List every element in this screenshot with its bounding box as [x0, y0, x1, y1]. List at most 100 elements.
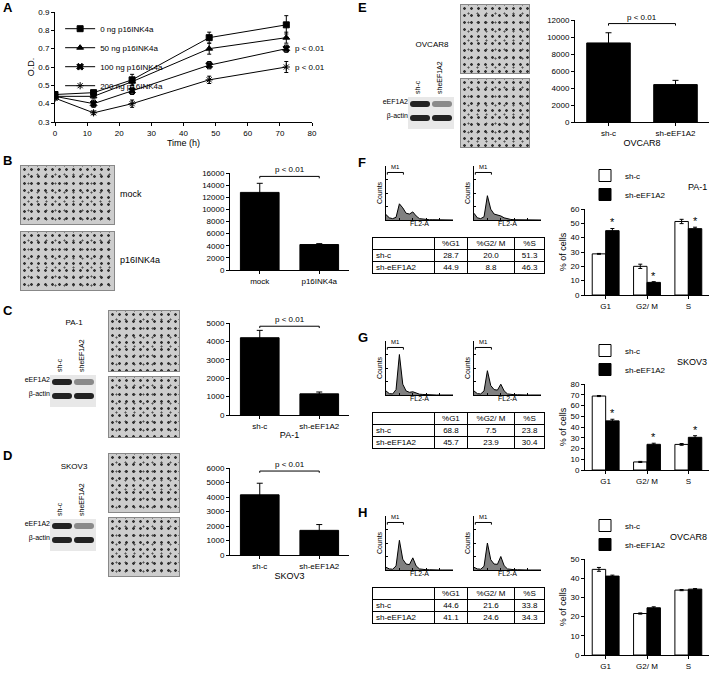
svg-text:G2/ M: G2/ M [636, 302, 658, 311]
svg-text:2000: 2000 [207, 522, 225, 531]
svg-text:50: 50 [570, 219, 579, 228]
svg-text:FL2-A: FL2-A [498, 220, 517, 227]
svg-text:p16INK4a: p16INK4a [301, 277, 337, 286]
svg-text:1000: 1000 [207, 536, 225, 545]
svg-text:M1: M1 [391, 164, 400, 170]
svg-text:% of cells: % of cells [558, 407, 568, 446]
svg-text:6000: 6000 [207, 464, 225, 473]
svg-text:sh-c: sh-c [252, 422, 267, 431]
svg-text:S: S [686, 302, 691, 311]
svg-text:40: 40 [179, 129, 188, 138]
svg-text:0: 0 [220, 551, 225, 560]
svg-text:% of cells: % of cells [558, 232, 568, 271]
svg-text:p < 0.01: p < 0.01 [295, 63, 325, 72]
svg-text:*: * [693, 424, 698, 436]
svg-text:SKOV3: SKOV3 [677, 357, 707, 367]
svg-text:0: 0 [575, 466, 580, 475]
svg-text:4000: 4000 [207, 493, 225, 502]
svg-text:0: 0 [575, 651, 580, 660]
svg-text:p < 0.01: p < 0.01 [275, 315, 305, 324]
svg-text:0: 0 [575, 291, 580, 300]
svg-text:8000: 8000 [207, 217, 225, 226]
svg-text:G2/ M: G2/ M [636, 477, 658, 486]
svg-text:Counts: Counts [376, 356, 383, 379]
svg-text:40: 40 [570, 233, 579, 242]
svg-text:10: 10 [570, 455, 579, 464]
svg-text:M1: M1 [391, 339, 400, 345]
svg-text:0.6: 0.6 [38, 63, 50, 72]
svg-text:G1: G1 [600, 477, 611, 486]
svg-text:0: 0 [220, 266, 225, 275]
svg-text:50: 50 [570, 412, 579, 421]
svg-text:p < 0.01: p < 0.01 [275, 460, 305, 469]
svg-text:FL2-A: FL2-A [410, 395, 429, 402]
svg-text:10: 10 [570, 632, 579, 641]
svg-text:30: 30 [570, 248, 579, 257]
svg-text:200 ng p16INK4a: 200 ng p16INK4a [100, 82, 163, 91]
svg-text:*: * [610, 407, 615, 419]
svg-text:1000: 1000 [207, 392, 225, 401]
svg-text:100 ng p16INK4a: 100 ng p16INK4a [100, 63, 163, 72]
svg-text:Counts: Counts [464, 181, 471, 204]
svg-text:Counts: Counts [464, 531, 471, 554]
svg-text:p < 0.01: p < 0.01 [627, 13, 657, 22]
svg-text:12000: 12000 [202, 193, 225, 202]
svg-text:0.3: 0.3 [38, 118, 50, 127]
svg-text:10: 10 [83, 129, 92, 138]
svg-text:p < 0.01: p < 0.01 [295, 44, 325, 53]
svg-text:50: 50 [570, 555, 579, 564]
svg-text:FL2-A: FL2-A [498, 395, 517, 402]
svg-text:0: 0 [565, 118, 570, 127]
svg-text:12000: 12000 [547, 16, 570, 25]
svg-text:10000: 10000 [547, 33, 570, 42]
svg-text:60: 60 [243, 129, 252, 138]
svg-text:50: 50 [211, 129, 220, 138]
svg-text:70: 70 [275, 129, 284, 138]
svg-text:40: 40 [570, 574, 579, 583]
svg-text:5000: 5000 [207, 319, 225, 328]
svg-text:80: 80 [308, 129, 317, 138]
svg-text:S: S [686, 662, 691, 671]
svg-text:0.7: 0.7 [38, 44, 50, 53]
svg-text:PA-1: PA-1 [688, 182, 707, 192]
svg-text:sh-eEF1A2: sh-eEF1A2 [299, 562, 340, 571]
svg-text:sh-c: sh-c [601, 129, 616, 138]
svg-text:sh-eEF1A2: sh-eEF1A2 [299, 422, 340, 431]
svg-text:OVCAR8: OVCAR8 [623, 138, 660, 148]
svg-text:mock: mock [250, 277, 270, 286]
svg-text:16000: 16000 [202, 169, 225, 178]
svg-text:60: 60 [570, 401, 579, 410]
svg-text:4000: 4000 [207, 242, 225, 251]
svg-text:20: 20 [570, 612, 579, 621]
svg-text:6000: 6000 [552, 67, 570, 76]
svg-text:4000: 4000 [552, 84, 570, 93]
svg-text:Time (h): Time (h) [167, 138, 200, 148]
svg-text:8000: 8000 [552, 50, 570, 59]
svg-text:3000: 3000 [207, 356, 225, 365]
svg-text:Counts: Counts [376, 181, 383, 204]
svg-text:M1: M1 [479, 164, 488, 170]
svg-text:sh-c: sh-c [252, 562, 267, 571]
svg-text:G1: G1 [600, 302, 611, 311]
svg-text:30: 30 [570, 434, 579, 443]
svg-text:14000: 14000 [202, 181, 225, 190]
svg-text:OVCAR8: OVCAR8 [670, 532, 707, 542]
svg-text:*: * [651, 270, 656, 282]
svg-text:10: 10 [570, 276, 579, 285]
svg-text:sh-eEF1A2: sh-eEF1A2 [625, 191, 666, 200]
svg-text:4000: 4000 [207, 337, 225, 346]
svg-text:G1: G1 [600, 662, 611, 671]
svg-text:3000: 3000 [207, 507, 225, 516]
svg-text:50 ng p16INK4a: 50 ng p16INK4a [100, 44, 158, 53]
svg-text:sh-eEF1A2: sh-eEF1A2 [625, 366, 666, 375]
svg-text:*: * [651, 431, 656, 443]
svg-text:60: 60 [570, 205, 579, 214]
svg-text:sh-c: sh-c [625, 172, 640, 181]
svg-text:0: 0 [53, 129, 58, 138]
svg-text:G2/ M: G2/ M [636, 662, 658, 671]
svg-text:0 ng p16INK4a: 0 ng p16INK4a [100, 25, 154, 34]
svg-text:*: * [693, 215, 698, 227]
svg-text:M1: M1 [479, 514, 488, 520]
svg-text:2000: 2000 [207, 254, 225, 263]
svg-text:30: 30 [147, 129, 156, 138]
